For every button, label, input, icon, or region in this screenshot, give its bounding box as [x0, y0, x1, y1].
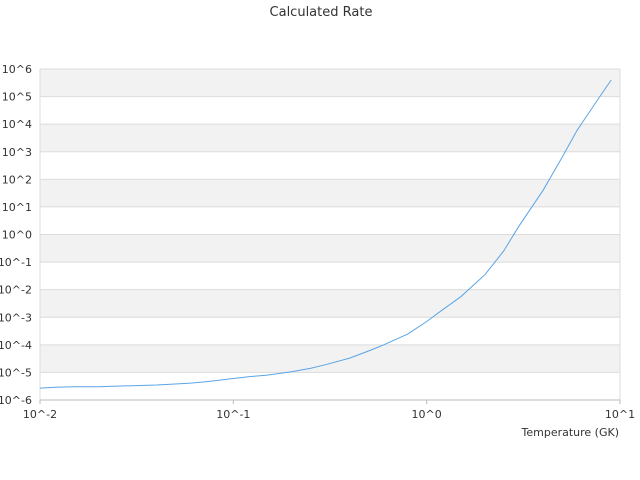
y-tick-label: 10^5 — [2, 91, 32, 104]
y-tick-label: 10^-2 — [0, 284, 32, 297]
grid-band — [40, 179, 620, 207]
y-axis-ticks: 10^6 10^5 10^4 10^3 10^2 10^1 10^0 10^-1 10^-2 10… — [0, 63, 32, 407]
x-tick-label: 10^-2 — [23, 408, 57, 421]
y-tick-label: 10^-1 — [0, 256, 32, 269]
y-tick-label: 10^2 — [2, 173, 32, 186]
grid-lines — [39, 68, 621, 401]
y-tick-label: 10^-3 — [0, 311, 32, 324]
series-line — [39, 79, 612, 389]
y-tick-label: 10^6 — [2, 63, 32, 76]
x-axis-ticks: 10^-2 10^-1 10^0 10^1 — [23, 400, 635, 421]
y-tick-label: 10^1 — [2, 201, 32, 214]
x-tick-label: 10^0 — [412, 408, 442, 421]
x-tick-label: 10^1 — [605, 408, 635, 421]
x-tick-label: 10^-1 — [216, 408, 250, 421]
y-tick-label: 10^0 — [2, 229, 32, 242]
grid-band — [40, 69, 620, 97]
grid-band — [40, 289, 620, 318]
grid-band — [40, 124, 620, 152]
x-axis-label: Temperature (GK) — [521, 426, 620, 439]
y-tick-label: 10^-4 — [0, 339, 32, 352]
chart-title: Calculated Rate — [270, 5, 373, 20]
y-tick-label: 10^4 — [2, 118, 32, 131]
series-group — [39, 79, 612, 389]
grid-bands — [40, 69, 620, 373]
y-tick-label: 10^-6 — [0, 394, 32, 407]
y-tick-label: 10^-5 — [0, 366, 32, 379]
grid-band — [40, 234, 620, 263]
grid-band — [40, 344, 620, 373]
y-tick-label: 10^3 — [2, 146, 32, 159]
